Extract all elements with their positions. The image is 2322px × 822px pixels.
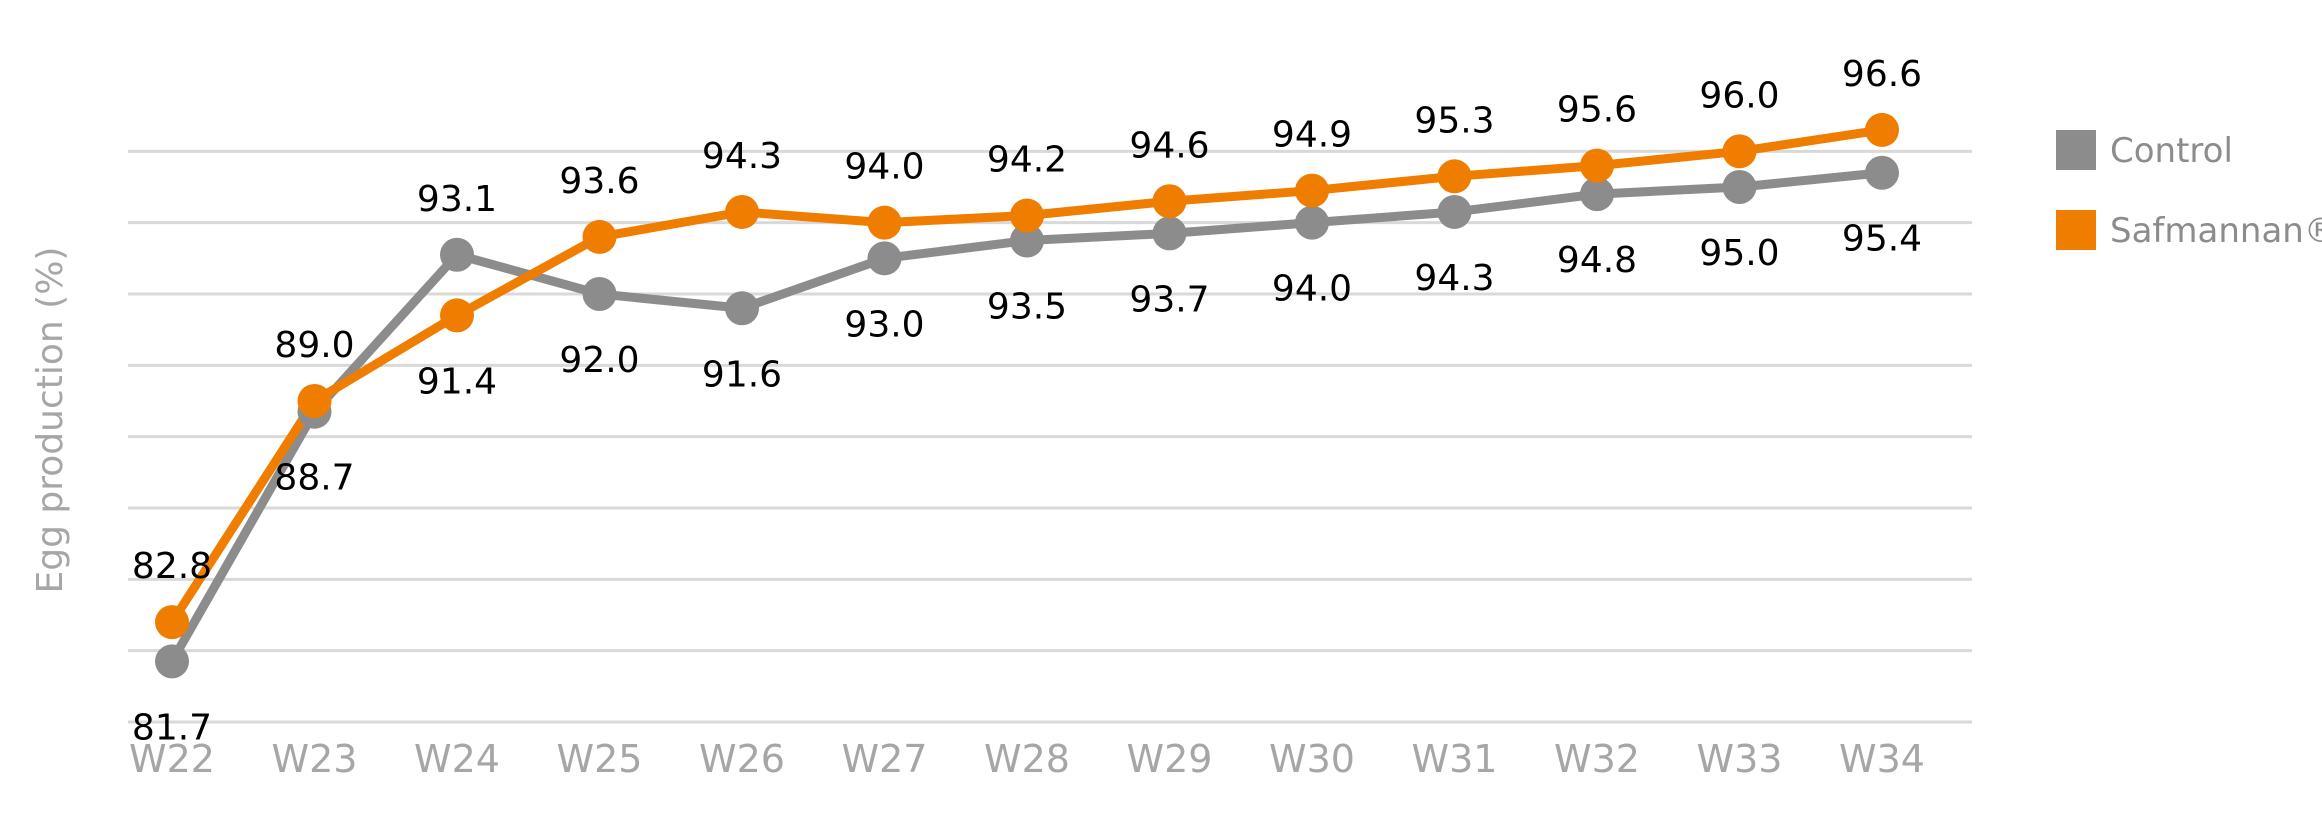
data-point [1865,112,1899,147]
data-label: 94.6 [1129,125,1209,166]
data-label: 93.5 [987,287,1067,328]
x-tick-label: W32 [1554,737,1640,781]
data-point [582,277,617,311]
data-label: 94.9 [1272,115,1352,156]
data-label: 94.3 [1414,258,1494,299]
data-label: 93.7 [1129,279,1209,320]
data-point [1437,159,1472,194]
data-point [725,194,759,229]
data-point [155,605,189,640]
y-axis-label: Egg production (%) [30,247,71,594]
data-point [1580,177,1614,212]
data-label: 95.0 [1699,233,1779,274]
data-point [440,237,474,272]
data-point [1722,170,1757,204]
data-label: 94.0 [844,147,924,188]
data-label: 95.3 [1414,100,1494,141]
x-tick-label: W29 [1127,737,1213,781]
x-tick-label: W33 [1697,737,1783,781]
legend-swatch [2056,210,2096,250]
data-point [867,205,902,240]
legend-swatch [2056,130,2096,170]
data-point [1580,148,1614,183]
data-point [1152,184,1187,219]
data-labels: 82.8 81.7 89.0 88.7 93.1 91.4 93.6 92.0 94.3 91.6… [132,54,1922,748]
data-label: 94.2 [987,140,1067,181]
data-point [1437,194,1472,229]
data-label: 91.6 [702,354,782,395]
data-point [1865,155,1899,190]
data-point [1722,134,1757,169]
data-label: 88.7 [274,458,354,499]
data-label: 89.0 [274,325,354,366]
data-label: 93.0 [844,304,924,345]
data-point [582,219,617,254]
data-point [725,291,759,326]
x-axis-ticks: W22 W23 W24 W25 W26 W27 W28 W29 W30 W31 W32 W33 W34 [129,737,1925,781]
x-tick-label: W28 [984,737,1070,781]
data-point [1152,216,1187,251]
data-label: 94.3 [702,136,782,177]
data-label: 82.8 [132,546,212,587]
data-label: 94.8 [1557,240,1637,281]
x-tick-label: W23 [272,737,358,781]
legend-label: Safmannan® [2110,211,2322,251]
data-label: 92.0 [559,340,639,381]
data-point [867,241,902,276]
x-tick-label: W25 [557,737,643,781]
data-point [1295,173,1329,208]
gridlines [128,149,1972,724]
data-point [440,298,474,333]
data-label: 95.6 [1557,90,1637,131]
data-point [1010,223,1044,258]
data-label: 96.6 [1842,54,1922,95]
data-label: 91.4 [417,361,497,402]
data-point [1010,198,1044,233]
x-tick-label: W24 [414,737,500,781]
legend-label: Control [2110,131,2233,171]
x-tick-label: W31 [1412,737,1498,781]
data-point [155,644,189,679]
data-point [1295,205,1329,240]
data-label: 93.6 [559,161,639,202]
data-label: 95.4 [1842,219,1922,260]
series-points [155,112,1899,679]
data-point [297,384,332,418]
x-tick-label: W26 [699,737,785,781]
data-label: 96.0 [1699,75,1779,116]
legend: Control Safmannan® [2056,130,2322,251]
data-label: 94.0 [1272,269,1352,310]
x-tick-label: W22 [129,737,215,781]
x-tick-label: W27 [842,737,928,781]
x-tick-label: W34 [1839,737,1925,781]
data-label: 93.1 [417,179,497,220]
x-tick-label: W30 [1269,737,1355,781]
data-label: 81.7 [132,707,212,748]
